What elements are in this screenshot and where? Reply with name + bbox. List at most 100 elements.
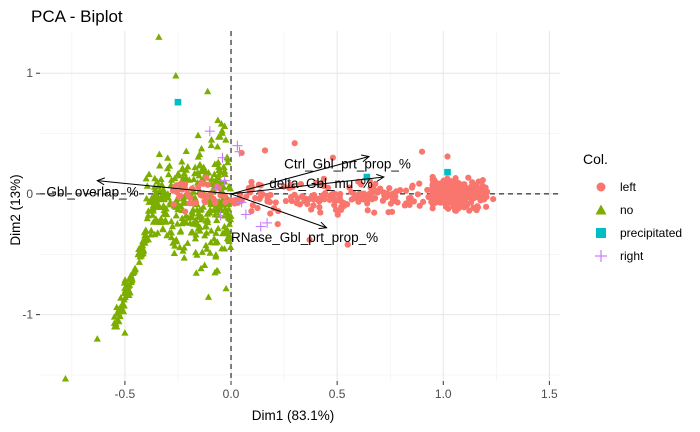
point-left bbox=[227, 197, 234, 204]
point-left bbox=[356, 190, 364, 197]
point-left bbox=[261, 147, 269, 154]
point-no bbox=[191, 234, 200, 242]
point-left bbox=[442, 203, 450, 210]
point-left bbox=[192, 199, 200, 206]
point-no bbox=[175, 171, 183, 179]
point-left bbox=[405, 195, 413, 202]
point-no bbox=[212, 229, 220, 236]
point-left bbox=[479, 182, 486, 190]
point-right bbox=[232, 140, 243, 151]
point-right bbox=[236, 197, 247, 208]
point-left bbox=[431, 176, 438, 184]
point-no bbox=[61, 374, 70, 382]
point-left bbox=[291, 140, 298, 147]
point-no bbox=[155, 33, 163, 40]
point-no bbox=[207, 141, 215, 149]
legend-label-no: no bbox=[620, 203, 634, 217]
point-left bbox=[452, 202, 459, 209]
point-no bbox=[197, 205, 206, 213]
point-left bbox=[188, 185, 196, 192]
point-no bbox=[184, 214, 192, 221]
variable-arrowhead bbox=[376, 173, 385, 182]
point-left bbox=[372, 180, 379, 187]
point-no bbox=[213, 267, 221, 274]
point-no bbox=[178, 164, 187, 171]
point-no bbox=[142, 226, 150, 233]
point-no bbox=[147, 231, 155, 238]
point-no bbox=[204, 293, 213, 300]
point-no bbox=[159, 186, 167, 193]
point-left bbox=[317, 209, 324, 216]
point-no bbox=[195, 209, 203, 217]
point-no bbox=[170, 249, 178, 257]
y-tick-label: 1 bbox=[26, 66, 33, 80]
points-layer bbox=[61, 33, 497, 382]
point-left bbox=[377, 185, 384, 192]
variable-arrow bbox=[230, 193, 327, 229]
point-no bbox=[206, 249, 214, 256]
point-no bbox=[120, 301, 128, 309]
point-no bbox=[204, 87, 212, 95]
point-left bbox=[435, 189, 442, 196]
point-left bbox=[364, 200, 371, 207]
point-no bbox=[115, 317, 123, 325]
point-left bbox=[367, 184, 374, 191]
point-right bbox=[240, 209, 251, 220]
point-no bbox=[158, 180, 166, 188]
point-no bbox=[212, 251, 220, 258]
point-no bbox=[110, 313, 119, 320]
point-no bbox=[215, 133, 223, 140]
point-right bbox=[262, 217, 273, 228]
point-left bbox=[336, 191, 343, 198]
point-no bbox=[204, 216, 212, 223]
point-left bbox=[173, 188, 180, 196]
point-no bbox=[153, 200, 161, 207]
point-left bbox=[454, 184, 461, 192]
point-no bbox=[168, 176, 176, 183]
point-left bbox=[360, 196, 367, 203]
point-left bbox=[371, 209, 378, 216]
point-no bbox=[207, 136, 216, 143]
point-left bbox=[470, 195, 477, 202]
point-no bbox=[206, 206, 214, 213]
point-left bbox=[267, 210, 274, 217]
point-no bbox=[191, 194, 199, 201]
point-no bbox=[219, 229, 227, 237]
point-left bbox=[287, 193, 295, 201]
point-left bbox=[429, 205, 436, 212]
point-no bbox=[137, 252, 145, 259]
point-left bbox=[457, 192, 464, 200]
point-no bbox=[220, 122, 229, 129]
point-no bbox=[189, 228, 197, 235]
point-left bbox=[473, 183, 480, 190]
point-no bbox=[194, 131, 202, 139]
point-no bbox=[218, 244, 226, 252]
point-left bbox=[222, 199, 229, 206]
variable-arrow bbox=[97, 180, 232, 195]
point-no bbox=[196, 150, 204, 158]
point-left bbox=[358, 181, 365, 188]
point-left bbox=[274, 221, 281, 228]
point-left bbox=[186, 200, 193, 207]
point-no bbox=[179, 199, 187, 206]
point-no bbox=[201, 231, 209, 239]
point-no bbox=[161, 216, 169, 223]
point-no bbox=[213, 142, 222, 150]
point-no bbox=[226, 214, 234, 222]
point-left bbox=[210, 195, 217, 202]
point-left bbox=[302, 195, 309, 202]
point-left bbox=[258, 190, 265, 197]
point-left bbox=[254, 205, 261, 212]
point-no bbox=[173, 237, 181, 245]
point-no bbox=[167, 217, 175, 225]
point-left bbox=[394, 199, 401, 206]
point-left bbox=[465, 174, 472, 181]
point-left bbox=[383, 190, 391, 197]
point-no bbox=[167, 233, 176, 241]
point-left bbox=[248, 208, 255, 215]
point-no bbox=[201, 166, 209, 174]
point-no bbox=[224, 158, 232, 166]
point-left bbox=[484, 188, 491, 195]
point-left bbox=[310, 202, 317, 209]
point-no bbox=[222, 136, 230, 143]
